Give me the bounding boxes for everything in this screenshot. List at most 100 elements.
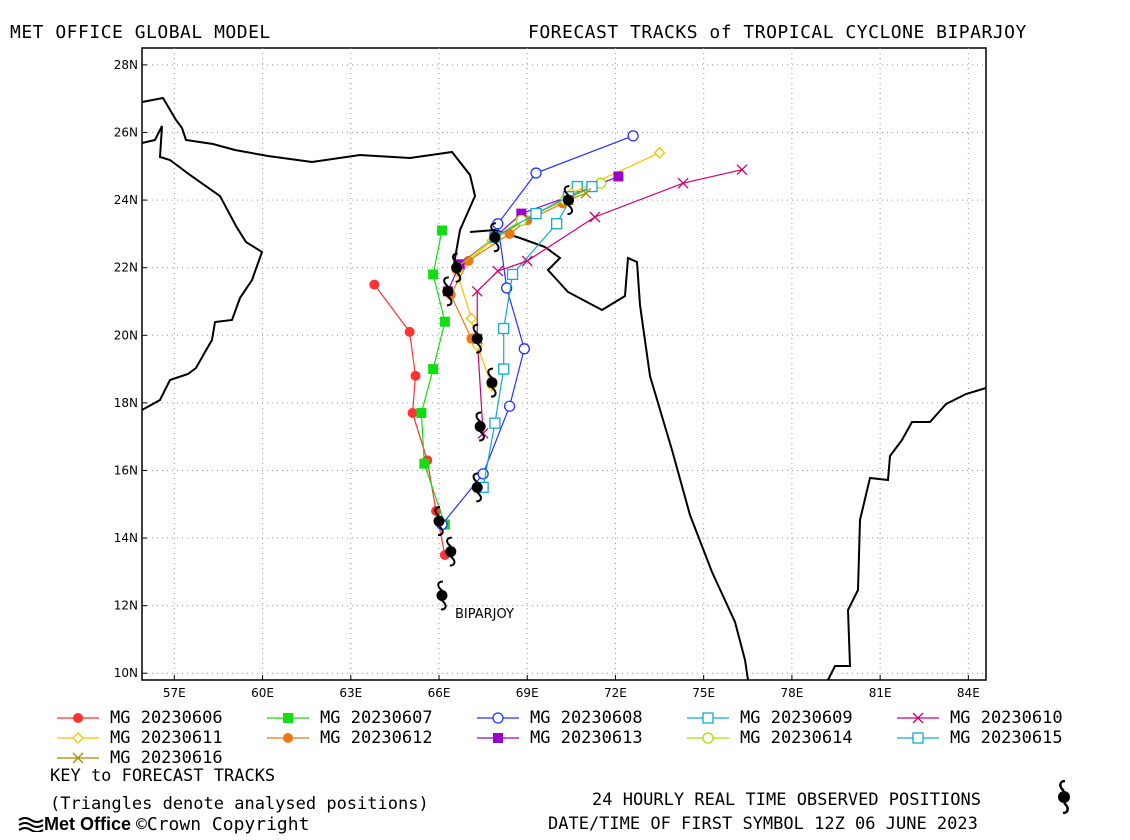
marker-filled-square — [416, 408, 427, 419]
oman-coast — [141, 125, 264, 411]
legend-label: MG 20230608 — [530, 708, 643, 728]
legend-swatch — [897, 732, 939, 744]
legend-swatch — [57, 752, 99, 764]
legend-swatch — [687, 712, 729, 724]
cyclone-symbol-icon — [562, 185, 574, 216]
key-title: KEY to FORECAST TRACKS — [50, 766, 276, 786]
legend-label: MG 20230606 — [110, 708, 223, 728]
legend-label: MG 20230611 — [110, 728, 223, 748]
legend-label: MG 20230610 — [950, 708, 1063, 728]
marker-filled-square — [419, 458, 430, 469]
legend-swatch — [477, 733, 519, 743]
india-west-coast — [469, 228, 749, 681]
marker-x — [471, 285, 483, 297]
marker-filled-circle — [463, 255, 474, 266]
lon-tick-label: 72E — [604, 686, 627, 700]
marker-filled-square — [613, 171, 624, 182]
marker-filled-circle — [504, 228, 515, 239]
cyclone-symbol-icon — [433, 506, 445, 537]
marker-open-square — [498, 363, 510, 375]
marker-open-diamond — [653, 146, 666, 159]
cyclone-symbol-icon — [442, 276, 454, 307]
cyclone-symbol-icon — [474, 411, 486, 442]
marker-open-square — [498, 322, 510, 335]
marker-filled-square — [493, 733, 503, 743]
cyclone-symbol-icon — [486, 367, 498, 398]
track-mg-20230610 — [471, 164, 748, 439]
marker-x — [72, 752, 84, 764]
map-frame — [141, 47, 987, 681]
marker-open-circle — [530, 167, 542, 179]
met-office-waves-icon — [18, 817, 44, 832]
lat-tick-label: 28N — [114, 58, 138, 72]
track-mg-20230609 — [477, 180, 583, 494]
lon-tick-label: 78E — [780, 686, 803, 700]
marker-open-circle — [492, 712, 504, 724]
lon-tick-label: 84E — [957, 686, 980, 700]
cyclone-symbol-icon — [1058, 780, 1070, 814]
legend-swatch — [477, 712, 519, 724]
observed-note: 24 HOURLY REAL TIME OBSERVED POSITIONS — [592, 790, 981, 810]
marker-filled-square — [428, 269, 439, 280]
legend-label: MG 20230607 — [320, 708, 433, 728]
marker-open-square — [530, 207, 542, 220]
cyclone-symbol-icon — [445, 536, 457, 567]
marker-open-square — [550, 218, 563, 230]
lat-tick-label: 14N — [114, 531, 138, 545]
lat-tick-label: 10N — [114, 666, 138, 680]
lat-tick-label: 24N — [114, 193, 138, 207]
marker-filled-square — [428, 364, 439, 375]
legend-swatch — [57, 732, 99, 744]
lon-tick-label: 69E — [516, 686, 539, 700]
lat-tick-label: 18N — [114, 396, 138, 410]
arabia-coast — [141, 96, 477, 271]
marker-open-diamond — [465, 312, 478, 325]
lat-tick-label: 20N — [114, 328, 138, 342]
copyright-notice: ©Crown Copyright — [136, 814, 310, 835]
marker-filled-square — [516, 208, 527, 219]
legend-label: MG 20230616 — [110, 748, 223, 768]
lat-tick-label: 22N — [114, 261, 138, 275]
marker-open-circle — [503, 400, 516, 412]
cyclone-symbol-icon — [471, 323, 483, 354]
track-line — [494, 186, 593, 238]
marker-open-square — [489, 417, 501, 429]
legend-swatch — [267, 713, 309, 723]
marker-x — [912, 712, 924, 724]
marker-filled-square — [439, 316, 450, 327]
legend-label: MG 20230612 — [320, 728, 433, 748]
met-office-logo: Met Office ©Crown Copyright — [18, 814, 309, 835]
marker-open-square — [912, 732, 924, 744]
marker-x — [677, 177, 689, 189]
marker-open-circle — [627, 130, 639, 142]
marker-open-square — [571, 180, 583, 193]
key-note: (Triangles denote analysed positions) — [50, 794, 429, 814]
model-title: MET OFFICE GLOBAL MODEL — [10, 22, 271, 43]
chart-title: FORECAST TRACKS of TROPICAL CYCLONE BIPA… — [528, 22, 1027, 43]
axis-ticks: 57E 60E 63E 66E 69E 72E 75E 78E 81E 84E 28N 26N 24N 2… — [114, 58, 980, 700]
storm-name-label: BIPARJOY — [455, 607, 514, 622]
legend-swatch — [267, 733, 309, 743]
marker-filled-circle — [407, 408, 418, 419]
marker-x — [521, 255, 533, 267]
coastline — [141, 96, 987, 681]
marker-open-square — [506, 268, 519, 281]
cyclone-symbol-icon — [451, 252, 463, 283]
cyclone-symbol-icon — [489, 222, 501, 253]
marker-x — [589, 211, 601, 223]
marker-open-square — [702, 712, 714, 724]
marker-open-circle — [501, 282, 513, 294]
marker-x — [492, 265, 504, 277]
legend-label: MG 20230609 — [740, 708, 853, 728]
lon-tick-label: 60E — [251, 686, 274, 700]
marker-filled-circle — [369, 279, 380, 290]
lon-tick-label: 63E — [339, 686, 362, 700]
marker-open-circle — [518, 343, 530, 355]
legend-swatch — [57, 713, 99, 723]
cyclone-symbol-icon — [436, 580, 448, 611]
forecast-track-map: 57E 60E 63E 66E 69E 72E 75E 78E 81E 84E 28N 26N 24N 2… — [114, 47, 987, 700]
marker-filled-square — [436, 225, 447, 236]
legend-label: MG 20230615 — [950, 728, 1063, 748]
marker-filled-circle — [283, 733, 293, 743]
marker-filled-circle — [73, 713, 83, 723]
